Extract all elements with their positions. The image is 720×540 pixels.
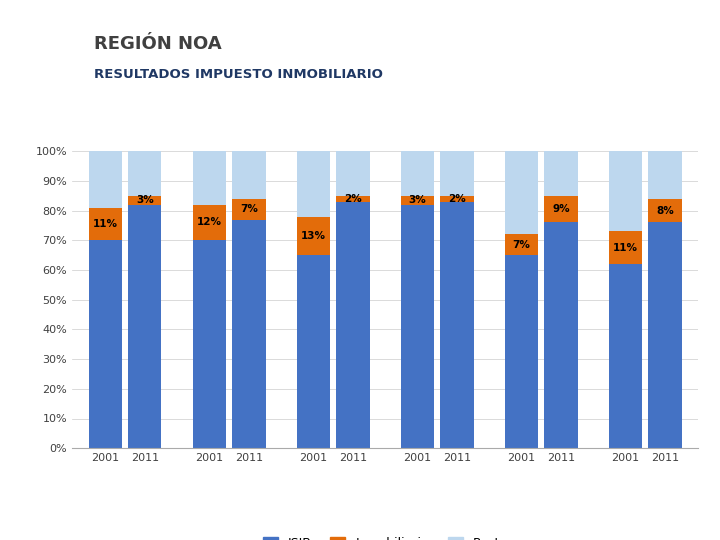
Bar bbox=[89, 240, 122, 448]
Bar bbox=[505, 234, 538, 255]
Bar bbox=[505, 255, 538, 448]
Text: 3%: 3% bbox=[136, 195, 153, 205]
Text: 7%: 7% bbox=[513, 240, 531, 250]
Bar bbox=[401, 205, 434, 448]
Text: 9%: 9% bbox=[552, 204, 570, 214]
Bar bbox=[441, 195, 474, 201]
Bar bbox=[544, 151, 577, 195]
Bar bbox=[649, 151, 682, 199]
Legend: ISIB, Inmobiliario, Resto: ISIB, Inmobiliario, Resto bbox=[258, 532, 513, 540]
Bar bbox=[233, 219, 266, 448]
Bar bbox=[297, 255, 330, 448]
Bar bbox=[128, 151, 161, 195]
Bar bbox=[609, 264, 642, 448]
Text: 3%: 3% bbox=[408, 195, 426, 205]
Bar bbox=[441, 151, 474, 195]
Text: 12%: 12% bbox=[197, 218, 222, 227]
Text: 11%: 11% bbox=[613, 242, 638, 253]
Bar bbox=[544, 195, 577, 222]
Text: 13%: 13% bbox=[301, 231, 326, 241]
Text: 2%: 2% bbox=[448, 194, 466, 204]
Bar bbox=[336, 151, 369, 195]
Text: 11%: 11% bbox=[93, 219, 118, 229]
Text: RESULTADOS IMPUESTO INMOBILIARIO: RESULTADOS IMPUESTO INMOBILIARIO bbox=[94, 68, 382, 80]
Bar bbox=[649, 222, 682, 448]
Bar bbox=[128, 205, 161, 448]
Bar bbox=[193, 205, 226, 240]
Bar bbox=[649, 199, 682, 222]
Bar bbox=[233, 151, 266, 199]
Bar bbox=[441, 201, 474, 448]
Bar bbox=[128, 195, 161, 205]
Text: 2%: 2% bbox=[344, 194, 362, 204]
Bar bbox=[544, 222, 577, 448]
Bar bbox=[609, 231, 642, 264]
Bar bbox=[401, 195, 434, 205]
Text: 7%: 7% bbox=[240, 204, 258, 214]
Bar bbox=[297, 217, 330, 255]
Bar bbox=[233, 199, 266, 219]
Bar bbox=[193, 240, 226, 448]
Text: 8%: 8% bbox=[656, 206, 674, 215]
Bar bbox=[193, 151, 226, 205]
Bar bbox=[505, 151, 538, 234]
Bar bbox=[297, 151, 330, 217]
Bar bbox=[336, 201, 369, 448]
Text: REGIÓN NOA: REGIÓN NOA bbox=[94, 35, 221, 53]
Bar bbox=[336, 195, 369, 201]
Bar bbox=[89, 151, 122, 207]
Bar bbox=[609, 151, 642, 231]
Bar bbox=[89, 207, 122, 240]
Bar bbox=[401, 151, 434, 195]
